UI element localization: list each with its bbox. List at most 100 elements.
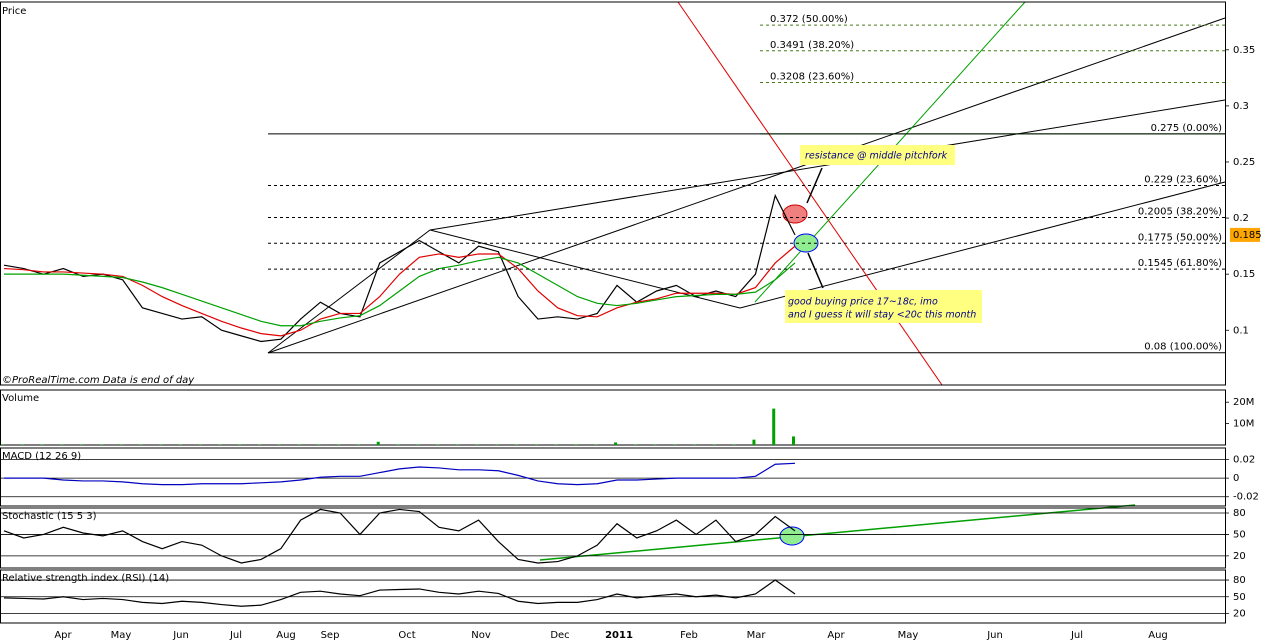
fib-label: 0.1545 (61.80%) — [1138, 258, 1222, 269]
x-tick-label: Jun — [172, 630, 189, 641]
y-tick-label: 20 — [1233, 609, 1246, 620]
x-tick-label: Nov — [471, 630, 491, 641]
y-tick-label: 0.1 — [1233, 325, 1249, 336]
volume-bar — [455, 444, 459, 445]
x-tick-label: Apr — [827, 630, 845, 641]
panel-title: Volume — [2, 393, 39, 404]
annotation: resistance @ middle pitchfork — [805, 151, 948, 162]
panel-frame — [0, 447, 1226, 507]
volume-bar — [119, 444, 123, 445]
volume-bar — [712, 444, 716, 445]
x-tick-label: Jun — [986, 630, 1003, 641]
x-tick-label: May — [111, 630, 132, 641]
y-tick-label: 20M — [1233, 397, 1254, 408]
volume-bar — [139, 444, 143, 445]
y-tick-label: 0.02 — [1233, 455, 1255, 466]
watermark: ©ProRealTime.com Data is end of day — [2, 375, 195, 386]
volume-bar — [772, 408, 776, 445]
y-tick-label: 0.3 — [1233, 101, 1249, 112]
y-tick-label: 10M — [1233, 419, 1254, 430]
volume-bar — [792, 436, 795, 445]
volume-bar — [238, 444, 242, 445]
last-price-box — [1230, 227, 1260, 242]
y-tick-label: 0.15 — [1233, 269, 1255, 280]
volume-bar — [60, 444, 64, 445]
volume-bar — [218, 444, 222, 445]
y-tick-label: 0.25 — [1233, 157, 1255, 168]
fib-label: 0.08 (100.00%) — [1144, 342, 1222, 353]
x-tick-label: Oct — [398, 630, 415, 641]
fib-label: 0.3491 (38.20%) — [770, 40, 854, 51]
volume-bar — [436, 444, 440, 445]
y-tick-label: 20 — [1233, 551, 1246, 562]
y-tick-label: 50 — [1233, 592, 1246, 603]
panel-title: Price — [2, 6, 26, 17]
y-tick-label: 0.35 — [1233, 45, 1255, 56]
volume-bar — [297, 444, 301, 445]
panel-frame — [0, 507, 1226, 569]
panel-frame — [0, 389, 1226, 446]
x-tick-label: May — [898, 630, 919, 641]
last-price-label: 0.185 — [1233, 230, 1262, 241]
series-line — [3, 193, 796, 343]
x-tick-label: Apr — [54, 630, 72, 641]
y-tick-label: 0 — [1233, 473, 1239, 484]
volume-bar — [396, 444, 400, 445]
x-tick-label: Dec — [550, 630, 569, 641]
y-tick-label: 50 — [1233, 529, 1246, 540]
volume-bar — [376, 441, 380, 445]
volume-bar — [653, 444, 657, 445]
volume-bar — [99, 444, 103, 445]
fib-label: 0.1775 (50.00%) — [1138, 232, 1222, 243]
y-tick-label: -0.02 — [1233, 492, 1259, 503]
fib-label: 0.372 (50.00%) — [770, 14, 848, 25]
y-tick-label: 80 — [1233, 508, 1246, 519]
x-tick-label: 2011 — [605, 630, 633, 641]
volume-bar — [614, 442, 618, 445]
volume-bar — [1, 444, 4, 445]
volume-bar — [178, 444, 182, 445]
fib-label: 0.229 (23.60%) — [1144, 175, 1222, 186]
x-tick-label: Feb — [680, 630, 698, 641]
volume-bar — [574, 444, 578, 445]
volume-bar — [20, 444, 24, 445]
series-line — [3, 579, 796, 607]
panel-title: Relative strength index (RSI) (14) — [2, 573, 169, 584]
volume-bar — [693, 444, 697, 445]
fib-label: 0.275 (0.00%) — [1151, 123, 1222, 134]
volume-bar — [752, 439, 756, 445]
fib-label: 0.2005 (38.20%) — [1138, 207, 1222, 218]
volume-bar — [198, 444, 202, 445]
volume-bar — [475, 444, 479, 445]
annotation: and I guess it will stay <20c this month — [788, 310, 976, 321]
x-tick-label: Jul — [229, 630, 242, 641]
volume-bar — [80, 444, 84, 445]
series-line — [4, 462, 796, 486]
volume-bar — [277, 444, 281, 445]
volume-bar — [258, 444, 262, 445]
panel-title: Stochastic (15 5 3) — [2, 511, 97, 522]
fib-label: 0.3208 (23.60%) — [770, 72, 854, 83]
series-line — [4, 256, 796, 327]
x-tick-label: Mar — [747, 630, 767, 641]
drawings — [267, 1, 1226, 561]
x-tick-label: Sep — [321, 630, 340, 641]
volume-bar — [515, 444, 519, 445]
volume-bar — [732, 444, 736, 445]
volume-bar — [554, 444, 558, 445]
annotation: good buying price 17~18c, imo — [788, 297, 938, 308]
volume-bar — [673, 444, 677, 445]
series-line — [3, 508, 796, 564]
y-tick-label: 0.2 — [1233, 213, 1249, 224]
volume-bar — [337, 444, 341, 445]
panel-frame — [0, 1, 1226, 386]
volume-bar — [633, 444, 637, 445]
y-tick-label: 80 — [1233, 575, 1246, 586]
volume-bar — [159, 444, 163, 445]
x-tick-label: Jul — [1070, 630, 1083, 641]
x-tick-label: Aug — [1148, 630, 1168, 641]
x-tick-label: Aug — [276, 630, 296, 641]
volume-bar — [534, 444, 538, 445]
